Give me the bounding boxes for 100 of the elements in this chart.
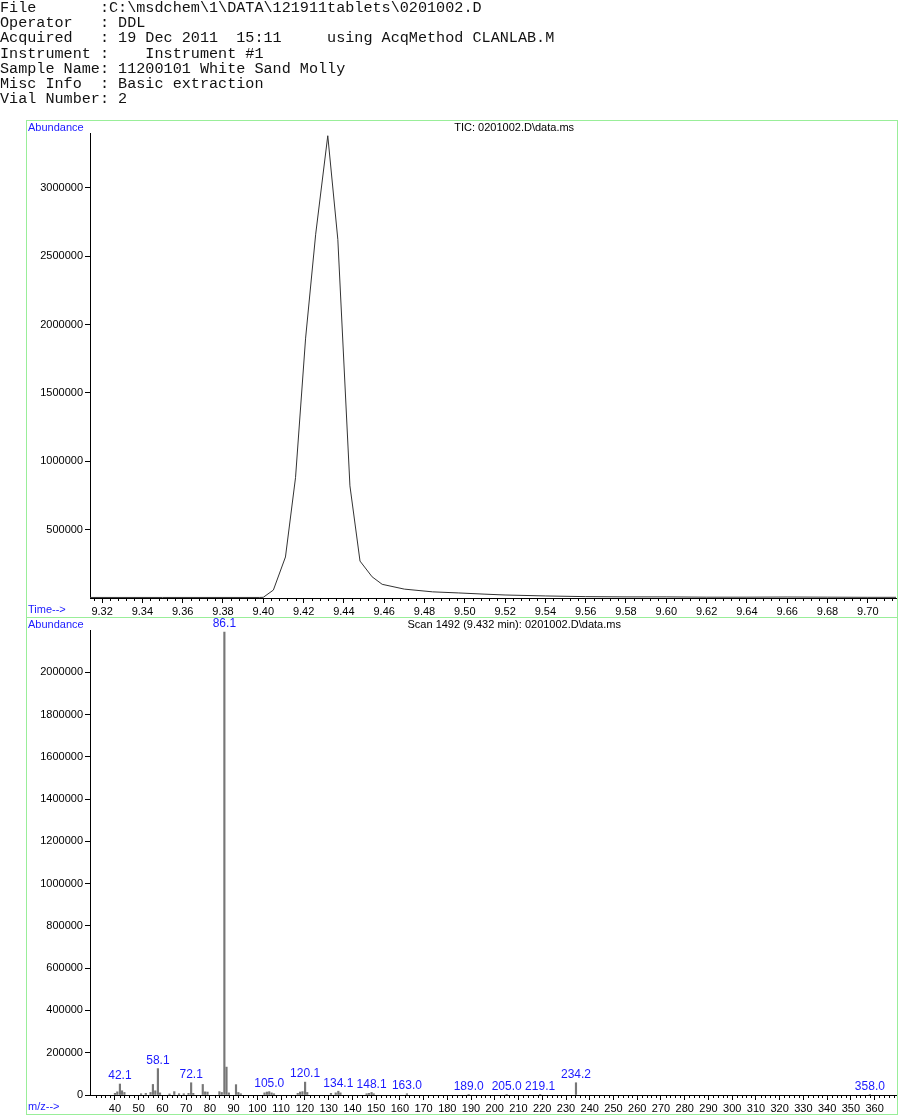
x-tick-label: 330: [794, 1101, 813, 1114]
annotation: 205.0: [491, 1078, 522, 1093]
x-tick-label: 9.44: [333, 604, 355, 617]
x-tick-label: 9.38: [212, 604, 234, 617]
text: Vial Number: 2: [0, 90, 129, 109]
x-tick-label: 130: [319, 1101, 338, 1114]
y-tick-label: 400000: [46, 1003, 83, 1016]
y-tick-label: 2000000: [40, 665, 83, 678]
annotation: 105.0: [254, 1075, 285, 1090]
x-tick-label: 9.66: [776, 604, 798, 617]
annotation: 163.0: [391, 1077, 423, 1092]
x-tick-label: 9.70: [857, 604, 879, 617]
x-tick-label: 220: [533, 1101, 552, 1114]
chart-title: Scan 1492 (9.432 min): 0201002.D\data.ms: [407, 617, 622, 630]
x-tick-label: 9.34: [131, 604, 154, 617]
y-axis-title: Abundance: [28, 120, 84, 133]
x-tick-label: 9.54: [534, 604, 557, 617]
annotation: 189.0: [453, 1078, 485, 1093]
x-tick-label: 9.50: [454, 604, 476, 617]
x-tick-label: 9.58: [615, 604, 637, 617]
x-tick-label: 350: [841, 1101, 861, 1114]
x-tick-label: 170: [414, 1101, 433, 1114]
x-tick-label: 9.32: [91, 604, 113, 617]
x-tick-label: 9.46: [373, 604, 395, 617]
x-tick-label: 80: [203, 1101, 217, 1114]
bar: [173, 1091, 176, 1095]
bar: [151, 1084, 154, 1095]
y-tick-label: 1800000: [40, 707, 83, 720]
text: File :C:\msdchem\1\DATA\121911tablets\0201002.D: [0, 0, 483, 17]
y-tick-label: 2000000: [40, 317, 83, 330]
annotation: 72.1: [179, 1066, 204, 1081]
x-tick-label: 310: [746, 1101, 766, 1114]
x-tick-label: 90: [227, 1101, 240, 1114]
x-tick-label: 200: [485, 1101, 504, 1114]
bar: [156, 1068, 159, 1095]
x-tick-label: 160: [390, 1101, 409, 1114]
bar: [223, 631, 226, 1095]
bar: [118, 1083, 121, 1095]
x-tick-label: 180: [438, 1101, 457, 1114]
x-tick-label: 140: [343, 1101, 362, 1114]
x-tick-label: 210: [509, 1101, 528, 1114]
x-tick-label: 9.68: [816, 604, 839, 617]
bar: [304, 1081, 307, 1095]
bar: [190, 1082, 193, 1095]
y-axis-title: Abundance: [28, 617, 84, 630]
y-tick-label: 800000: [46, 918, 83, 931]
bar: [234, 1084, 238, 1095]
bar: [201, 1084, 204, 1095]
bar: [123, 1092, 126, 1095]
y-tick-label: 1400000: [40, 792, 83, 805]
x-tick-label: 340: [817, 1101, 837, 1114]
y-tick-label: 500000: [46, 522, 83, 535]
x-tick-label: 50: [132, 1101, 145, 1114]
x-tick-label: 320: [770, 1101, 789, 1114]
x-tick-label: 9.42: [292, 604, 315, 617]
y-tick-label: 600000: [46, 961, 83, 974]
bar: [574, 1082, 578, 1095]
chart-title: TIC: 0201002.D\data.ms: [454, 120, 575, 133]
x-tick-label: 9.36: [171, 604, 194, 617]
x-tick-label: 270: [651, 1101, 671, 1114]
y-tick-label: 200000: [46, 1045, 83, 1058]
x-tick-label: 9.62: [695, 604, 718, 617]
x-tick-label: 40: [108, 1101, 122, 1114]
x-tick-label: 360: [865, 1101, 884, 1114]
annotation: 86.1: [212, 616, 237, 631]
annotation: 120.1: [290, 1066, 321, 1081]
x-tick-label: 120: [295, 1101, 315, 1114]
x-tick-label: 250: [604, 1101, 623, 1114]
x-tick-label: 60: [156, 1101, 169, 1114]
y-tick-label: 3000000: [40, 180, 83, 193]
y-tick-label: 1000000: [40, 876, 83, 889]
x-tick-label: 100: [248, 1101, 267, 1114]
x-tick-label: 300: [723, 1101, 742, 1114]
x-tick-label: 230: [556, 1101, 576, 1114]
annotation: 358.0: [854, 1078, 886, 1093]
annotation: 58.1: [146, 1052, 170, 1067]
x-tick-label: 9.48: [413, 604, 436, 617]
annotation: 219.1: [525, 1078, 556, 1093]
x-tick-label: 290: [699, 1101, 718, 1114]
annotation: 148.1: [356, 1076, 387, 1091]
x-tick-label: 150: [366, 1101, 386, 1114]
x-tick-label: 240: [580, 1101, 599, 1114]
y-tick-label: 1200000: [40, 834, 83, 847]
x-tick-label: 110: [272, 1101, 290, 1114]
y-tick-label: 0: [76, 1087, 83, 1100]
annotation: 42.1: [108, 1068, 132, 1083]
x-tick-label: 190: [461, 1101, 481, 1114]
y-tick-label: 1500000: [40, 385, 83, 398]
x-tick-label: 280: [675, 1101, 694, 1114]
x-tick-label: 9.56: [574, 604, 597, 617]
y-tick-label: 1000000: [40, 454, 83, 467]
y-tick-label: 2500000: [40, 249, 83, 262]
x-tick-label: 9.40: [252, 604, 274, 617]
annotation: 134.1: [323, 1075, 354, 1090]
x-tick-label: 9.52: [494, 604, 516, 617]
x-tick-label: 9.64: [736, 604, 758, 617]
x-axis-title: Time-->: [28, 602, 66, 615]
x-tick-label: 260: [628, 1101, 647, 1114]
x-tick-label: 9.60: [655, 604, 677, 617]
y-tick-label: 1600000: [40, 749, 83, 762]
